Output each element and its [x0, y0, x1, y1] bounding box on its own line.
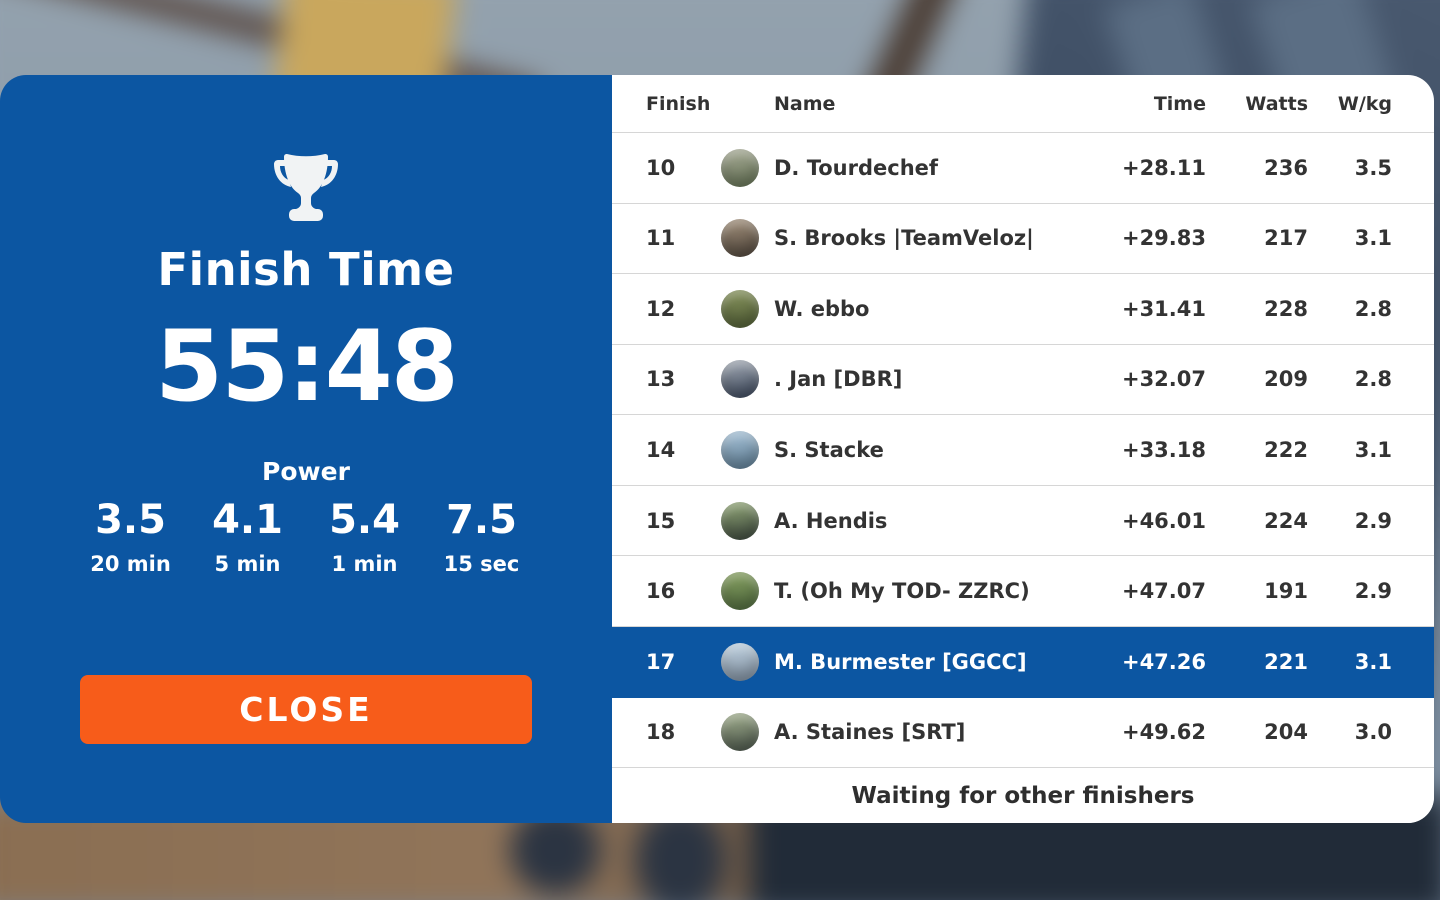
- finish-position: 16: [646, 579, 676, 604]
- rider-watts: 204: [1264, 720, 1308, 745]
- power-stat-15sec: 7.5 15 sec: [423, 498, 540, 576]
- finish-position: 17: [646, 649, 676, 674]
- power-value: 3.5: [95, 497, 166, 543]
- rider-name: A. Hendis: [774, 508, 888, 533]
- rider-time: +29.83: [1121, 226, 1206, 251]
- rider-name: M. Burmester [GGCC]: [774, 649, 1027, 674]
- rider-wkg: 3.0: [1354, 720, 1392, 745]
- table-header: Finish Name Time Watts W/kg: [612, 75, 1434, 133]
- finish-time-title: Finish Time: [157, 243, 455, 296]
- table-row[interactable]: 11 S. Brooks |TeamVeloz| +29.83 217 3.1: [612, 204, 1434, 275]
- column-header-finish: Finish: [646, 92, 711, 115]
- rider-time: +47.26: [1121, 649, 1206, 674]
- rider-name: A. Staines [SRT]: [774, 720, 966, 745]
- power-duration-label: 15 sec: [443, 552, 520, 576]
- table-body: 10 D. Tourdechef +28.11 236 3.5 11 S. Br…: [612, 133, 1434, 769]
- rider-avatar: [721, 572, 759, 611]
- rider-avatar: [721, 148, 759, 187]
- rider-wkg: 3.5: [1354, 155, 1392, 180]
- rider-time: +28.11: [1121, 155, 1206, 180]
- table-row-current-rider[interactable]: 17 M. Burmester [GGCC] +47.26 221 3.1: [612, 626, 1434, 698]
- rider-time: +33.18: [1121, 438, 1206, 463]
- rider-time: +32.07: [1121, 367, 1206, 392]
- finish-position: 13: [646, 367, 676, 392]
- finish-time-value: 55:48: [155, 310, 459, 424]
- power-stats: 3.5 20 min 4.1 5 min 5.4 1 min 7.5 15 se…: [72, 498, 540, 576]
- column-header-wkg: W/kg: [1337, 92, 1392, 115]
- finish-position: 18: [646, 720, 676, 745]
- finish-position: 14: [646, 438, 676, 463]
- rider-name: S. Stacke: [774, 438, 884, 463]
- table-row[interactable]: 13 . Jan [DBR] +32.07 209 2.8: [612, 345, 1434, 416]
- rider-avatar: [721, 642, 759, 681]
- rider-time: +47.07: [1121, 579, 1206, 604]
- power-stat-1min: 5.4 1 min: [306, 498, 423, 576]
- rider-wkg: 3.1: [1354, 438, 1392, 463]
- rider-watts: 217: [1264, 226, 1308, 251]
- finish-time-panel: Finish Time 55:48 Power 3.5 20 min 4.1 5…: [0, 75, 612, 823]
- rider-name: D. Tourdechef: [774, 155, 939, 180]
- rider-watts: 222: [1264, 438, 1308, 463]
- table-row[interactable]: 15 A. Hendis +46.01 224 2.9: [612, 486, 1434, 557]
- power-stat-20min: 3.5 20 min: [72, 498, 189, 576]
- rider-watts: 209: [1264, 367, 1308, 392]
- table-row[interactable]: 14 S. Stacke +33.18 222 3.1: [612, 415, 1434, 486]
- rider-name: T. (Oh My TOD- ZZRC): [774, 579, 1030, 604]
- power-duration-label: 20 min: [90, 552, 171, 576]
- rider-name: . Jan [DBR]: [774, 367, 903, 392]
- trophy-icon: [274, 154, 338, 221]
- rider-watts: 224: [1264, 508, 1308, 533]
- rider-watts: 221: [1264, 649, 1308, 674]
- rider-time: +49.62: [1121, 720, 1206, 745]
- rider-watts: 236: [1264, 155, 1308, 180]
- column-header-watts: Watts: [1245, 92, 1308, 115]
- rider-avatar: [721, 219, 759, 258]
- rider-watts: 228: [1264, 296, 1308, 321]
- rider-avatar: [721, 713, 759, 752]
- power-duration-label: 5 min: [214, 552, 281, 576]
- rider-wkg: 2.8: [1354, 296, 1392, 321]
- power-value: 4.1: [212, 497, 283, 543]
- close-button[interactable]: CLOSE: [80, 675, 532, 744]
- rider-wkg: 2.9: [1354, 579, 1392, 604]
- rider-name: S. Brooks |TeamVeloz|: [774, 226, 1034, 251]
- rider-watts: 191: [1264, 579, 1308, 604]
- table-row[interactable]: 10 D. Tourdechef +28.11 236 3.5: [612, 133, 1434, 204]
- table-row[interactable]: 16 T. (Oh My TOD- ZZRC) +47.07 191 2.9: [612, 556, 1434, 627]
- power-section-label: Power: [262, 457, 350, 486]
- table-row[interactable]: 12 W. ebbo +31.41 228 2.8: [612, 274, 1434, 345]
- results-table: Finish Name Time Watts W/kg 10 D. Tourde…: [612, 75, 1434, 823]
- rider-avatar: [721, 431, 759, 470]
- power-duration-label: 1 min: [331, 552, 398, 576]
- rider-wkg: 3.1: [1354, 649, 1392, 674]
- rider-avatar: [721, 289, 759, 328]
- finish-position: 11: [646, 226, 676, 251]
- waiting-status: Waiting for other finishers: [612, 768, 1434, 823]
- column-header-name: Name: [774, 92, 836, 115]
- finish-position: 12: [646, 296, 676, 321]
- table-row[interactable]: 18 A. Staines [SRT] +49.62 204 3.0: [612, 698, 1434, 769]
- finish-position: 15: [646, 508, 676, 533]
- rider-time: +31.41: [1121, 296, 1206, 321]
- power-value: 7.5: [446, 497, 517, 543]
- rider-avatar: [721, 501, 759, 540]
- rider-wkg: 2.9: [1354, 508, 1392, 533]
- rider-avatar: [721, 360, 759, 399]
- rider-time: +46.01: [1121, 508, 1206, 533]
- rider-name: W. ebbo: [774, 296, 870, 321]
- rider-wkg: 3.1: [1354, 226, 1392, 251]
- rider-wkg: 2.8: [1354, 367, 1392, 392]
- column-header-time: Time: [1153, 92, 1206, 115]
- power-stat-5min: 4.1 5 min: [189, 498, 306, 576]
- finish-position: 10: [646, 155, 676, 180]
- power-value: 5.4: [329, 497, 400, 543]
